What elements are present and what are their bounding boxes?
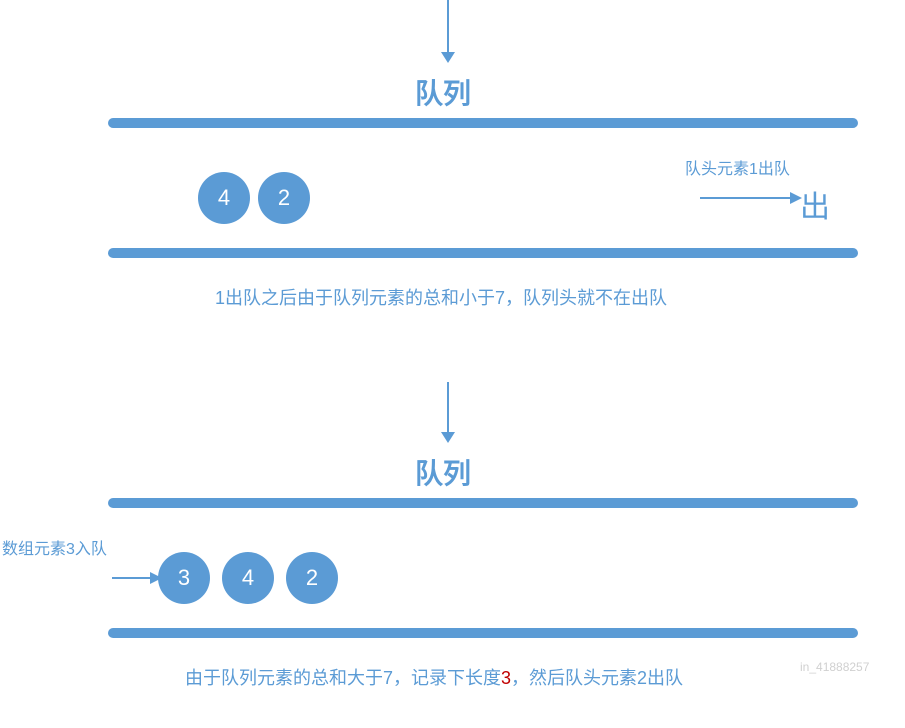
caption-part: ，然后队头元素2出队 [511, 668, 683, 688]
caption-top: 1出队之后由于队列元素的总和小于7，队列头就不在出队 [215, 284, 667, 310]
caption-bottom: 由于队列元素的总和大于7，记录下长度3，然后队头元素2出队 [185, 664, 683, 690]
queue-node: 2 [286, 552, 338, 604]
queue-top-bar-2 [108, 498, 858, 508]
queue-title-bottom: 队列 [415, 452, 471, 492]
out-text: 出 [800, 182, 830, 226]
queue-bottom-bar-1 [108, 248, 858, 258]
down-arrow-icon [436, 382, 460, 444]
watermark: in_41888257 [800, 660, 869, 674]
dequeue-label: 队头元素1出队 [685, 155, 790, 179]
queue-top-bar-1 [108, 118, 858, 128]
queue-node: 2 [258, 172, 310, 224]
caption-part: 由于队列元素的总和大于7，记录下长度 [185, 668, 501, 688]
queue-node: 3 [158, 552, 210, 604]
queue-bottom-bar-2 [108, 628, 858, 638]
queue-node: 4 [222, 552, 274, 604]
queue-title-top: 队列 [415, 72, 471, 112]
enqueue-label: 数组元素3入队 [2, 535, 107, 559]
out-arrow-icon [700, 188, 804, 208]
caption-part: 3 [501, 668, 511, 688]
queue-node: 4 [198, 172, 250, 224]
down-arrow-icon [436, 0, 460, 64]
in-arrow-icon [112, 568, 164, 588]
